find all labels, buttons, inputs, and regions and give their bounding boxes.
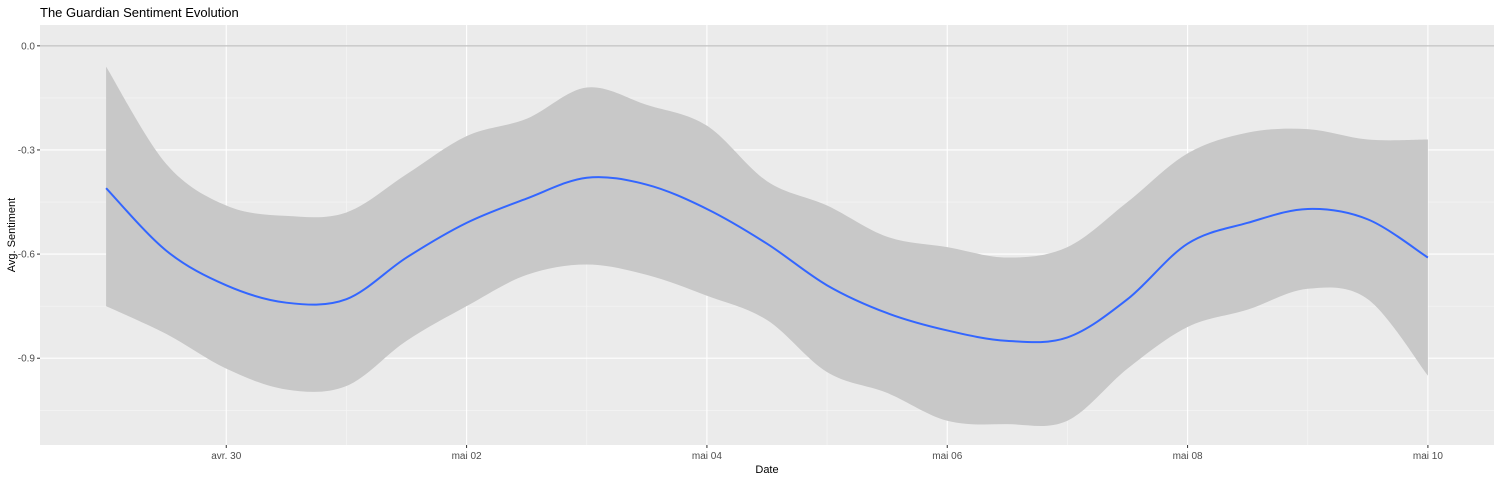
x-tick-label: mai 02 bbox=[452, 451, 482, 462]
y-tick-label: 0.0 bbox=[21, 41, 35, 52]
x-tick-label: mai 06 bbox=[932, 451, 962, 462]
chart-title: The Guardian Sentiment Evolution bbox=[40, 5, 239, 20]
x-tick-label: mai 04 bbox=[692, 451, 722, 462]
y-tick-label: -0.3 bbox=[18, 145, 36, 156]
x-axis-title: Date bbox=[755, 464, 778, 476]
confidence-ribbon bbox=[106, 66, 1428, 426]
y-tick-label: -0.9 bbox=[18, 354, 36, 365]
x-axis-ticks: avr. 30 mai 02 mai 04 mai 06 mai 08 mai 10 bbox=[211, 445, 1443, 462]
x-tick-label: mai 08 bbox=[1173, 451, 1203, 462]
sentiment-trend-line bbox=[105, 176, 1429, 344]
y-tick-label: -0.6 bbox=[18, 250, 36, 261]
y-axis-ticks: 0.0 -0.3 -0.6 -0.9 bbox=[18, 41, 40, 365]
x-tick-label: avr. 30 bbox=[211, 451, 241, 462]
x-tick-label: mai 10 bbox=[1413, 451, 1443, 462]
y-axis-title: Avg. Sentiment bbox=[6, 198, 18, 272]
